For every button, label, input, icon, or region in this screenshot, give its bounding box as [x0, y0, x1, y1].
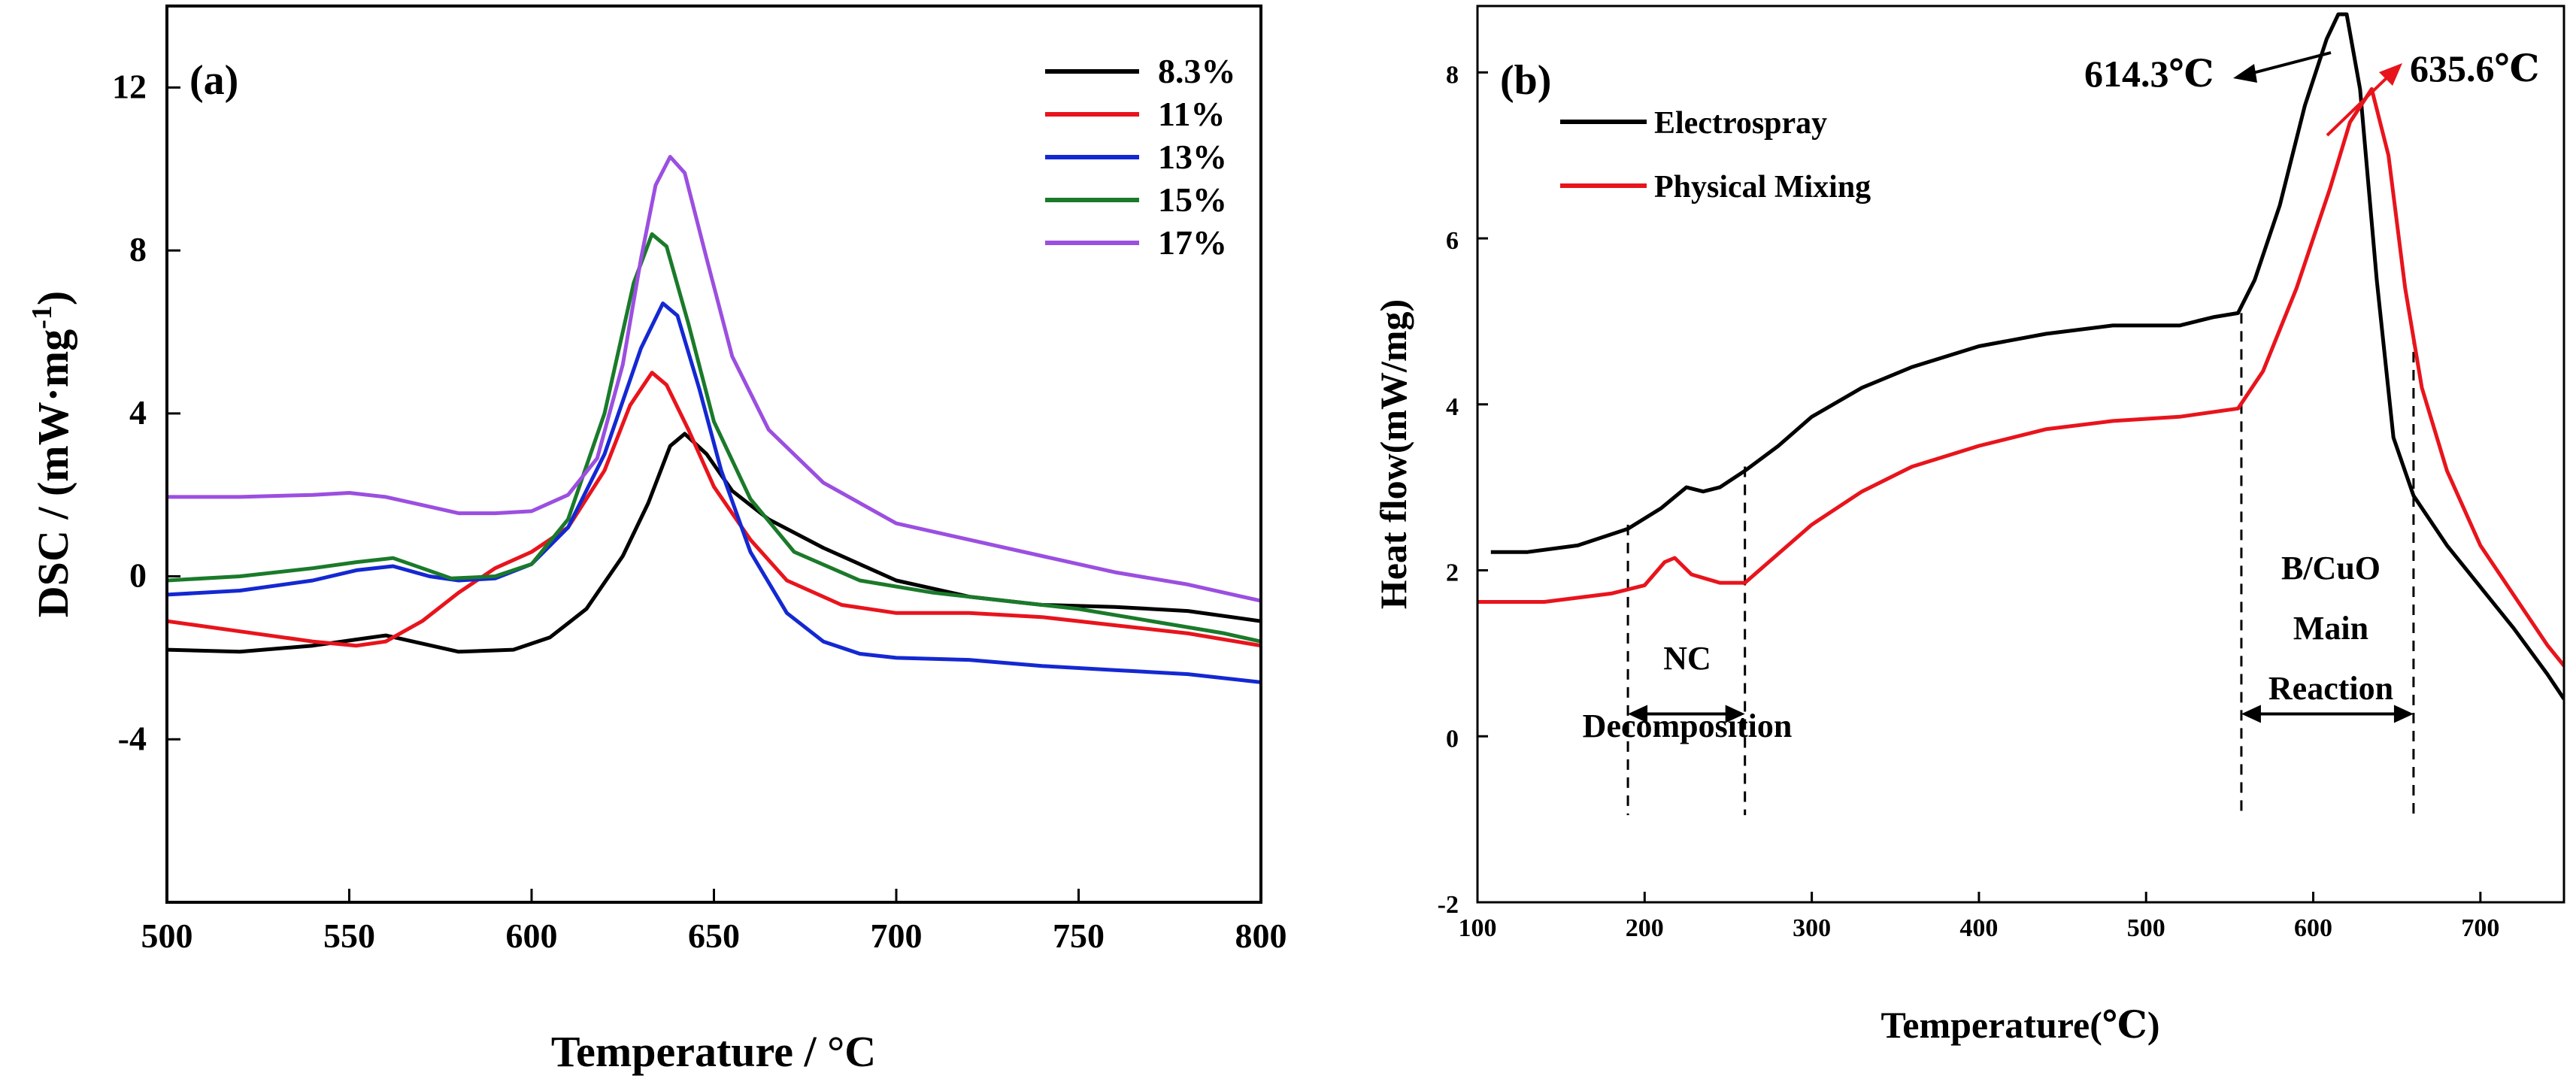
panel-b-ticks: 100 200 300 400 500 600 700 -2 0 2 4 6 8 — [1438, 61, 2500, 942]
x-tick-label: 550 — [323, 917, 375, 955]
y-tick-label: 4 — [129, 393, 147, 432]
peak-arrow-electrospray — [2233, 51, 2332, 83]
series-line-11 — [167, 371, 1261, 648]
panel-a-chart: 500 550 600 650 700 750 800 -4 0 4 8 12 (a) 8.3% 11%… — [26, 5, 1287, 1076]
panel-b-chart: 100 200 300 400 500 600 700 -2 0 2 4 6 8 (b) Electro… — [1372, 5, 2565, 1046]
series-line-17 — [167, 155, 1261, 603]
panel-a-y-axis-title: DSC / (mW·mg-1) — [26, 291, 77, 617]
panel-a-y-axis-title-sup: -1 — [26, 305, 58, 329]
y-tick-label: 0 — [129, 556, 147, 595]
panel-a-ticks: 500 550 600 650 700 750 800 -4 0 4 8 12 — [112, 67, 1287, 955]
y-tick-label: 4 — [1446, 393, 1459, 421]
panel-b-label: (b) — [1500, 57, 1551, 104]
peak-label-electrospray: 614.3℃ — [2084, 53, 2214, 95]
nc-region-label-line1: NC — [1663, 640, 1711, 677]
bcuo-region-label-line3: Reaction — [2268, 670, 2393, 707]
series-line-13 — [167, 302, 1261, 684]
panel-b-plot-frame — [1476, 5, 2565, 904]
panel-a-label: (a) — [189, 57, 238, 104]
legend-label: 11% — [1158, 95, 1225, 133]
y-tick-label: 2 — [1446, 559, 1459, 587]
x-tick-label: 600 — [2294, 914, 2332, 942]
x-tick-label: 600 — [506, 917, 558, 955]
legend-label: Physical Mixing — [1654, 170, 1871, 205]
y-tick-label: 0 — [1446, 725, 1459, 753]
x-tick-label: 400 — [1959, 914, 1998, 942]
x-tick-label: 700 — [2461, 914, 2499, 942]
bcuo-region-label-line2: Main — [2293, 610, 2368, 647]
peak-label-physical-mixing: 635.6℃ — [2410, 47, 2539, 89]
y-tick-label: 8 — [129, 230, 147, 268]
x-tick-label: 800 — [1235, 917, 1287, 955]
x-tick-label: 200 — [1626, 914, 1664, 942]
x-tick-label: 500 — [141, 917, 193, 955]
panel-b-legend: Electrospray Physical Mixing — [1560, 106, 1871, 205]
panel-b-guide-lines — [1626, 313, 2415, 816]
legend-label: 13% — [1158, 138, 1227, 176]
panel-a-x-axis-title: Temperature / °C — [551, 1027, 876, 1076]
legend-label: 8.3% — [1158, 52, 1236, 90]
x-tick-label: 100 — [1459, 914, 1497, 942]
legend-label: 17% — [1158, 223, 1227, 262]
y-tick-label: -4 — [118, 719, 147, 757]
x-tick-label: 500 — [2127, 914, 2165, 942]
legend-label: 15% — [1158, 180, 1227, 219]
peak-arrow-physical-mixing — [2326, 63, 2402, 137]
y-tick-label: 12 — [112, 67, 147, 105]
x-tick-label: 700 — [871, 917, 923, 955]
x-tick-label: 750 — [1053, 917, 1105, 955]
panel-b-series-group — [1477, 12, 2564, 700]
y-tick-label: 6 — [1446, 227, 1459, 255]
panel-b-y-axis-title: Heat flow(mW/mg) — [1372, 299, 1414, 609]
legend-label: Electrospray — [1654, 106, 1827, 141]
bcuo-range-arrow — [2241, 705, 2414, 723]
x-tick-label: 300 — [1793, 914, 1831, 942]
bcuo-region-label-line1: B/CuO — [2281, 550, 2381, 586]
y-tick-label: 8 — [1446, 61, 1459, 89]
panel-a-series-group — [167, 155, 1261, 684]
y-tick-label: -2 — [1438, 891, 1459, 919]
panel-a-y-axis-title-close: ) — [29, 291, 77, 305]
nc-range-arrow — [1628, 705, 1745, 723]
series-line-15 — [167, 232, 1261, 644]
x-tick-label: 650 — [688, 917, 740, 955]
panel-a-legend: 8.3% 11% 13% 15% 17% — [1045, 52, 1236, 262]
panel-a-y-axis-title-main: DSC / (mW·mg — [29, 329, 77, 617]
panel-b-x-axis-title: Temperature(℃) — [1881, 1004, 2160, 1046]
series-line-electrospray — [1490, 12, 2564, 700]
nc-region-label-line2: Decomposition — [1583, 708, 1793, 744]
series-line-physical-mixing — [1477, 86, 2564, 667]
